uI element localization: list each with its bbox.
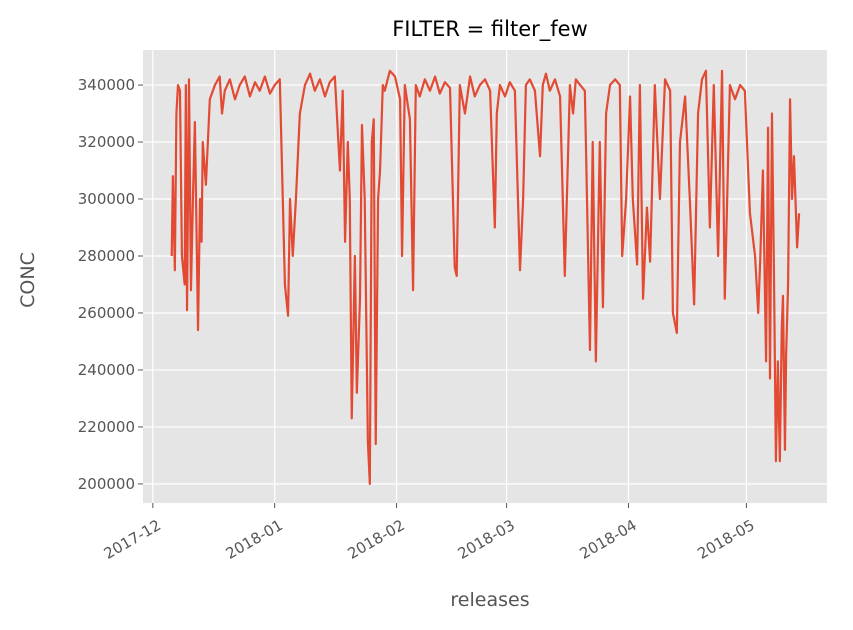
- y-tick-label: 340000: [78, 76, 135, 94]
- y-axis-label: CONC: [17, 252, 39, 308]
- chart-title: FILTER = filter_few: [392, 17, 588, 42]
- x-tick-label: 2018-01: [223, 516, 286, 563]
- x-tick-label: 2018-04: [576, 516, 639, 563]
- y-tick-label: 280000: [78, 247, 135, 265]
- y-tick-label: 300000: [78, 190, 135, 208]
- line: [170, 69, 801, 486]
- x-tick-label: 2018-05: [694, 516, 757, 563]
- y-tick-label: 260000: [78, 304, 135, 322]
- y-tick-label: 240000: [78, 361, 135, 379]
- y-tick-label: 220000: [78, 418, 135, 436]
- y-tick-label: 320000: [78, 133, 135, 151]
- x-tick-label: 2017-12: [101, 516, 164, 563]
- x-tick-label: 2018-02: [345, 516, 408, 563]
- x-tick-label: 2018-03: [455, 516, 518, 563]
- y-tick-label: 200000: [78, 475, 135, 493]
- x-axis-label: releases: [450, 589, 529, 611]
